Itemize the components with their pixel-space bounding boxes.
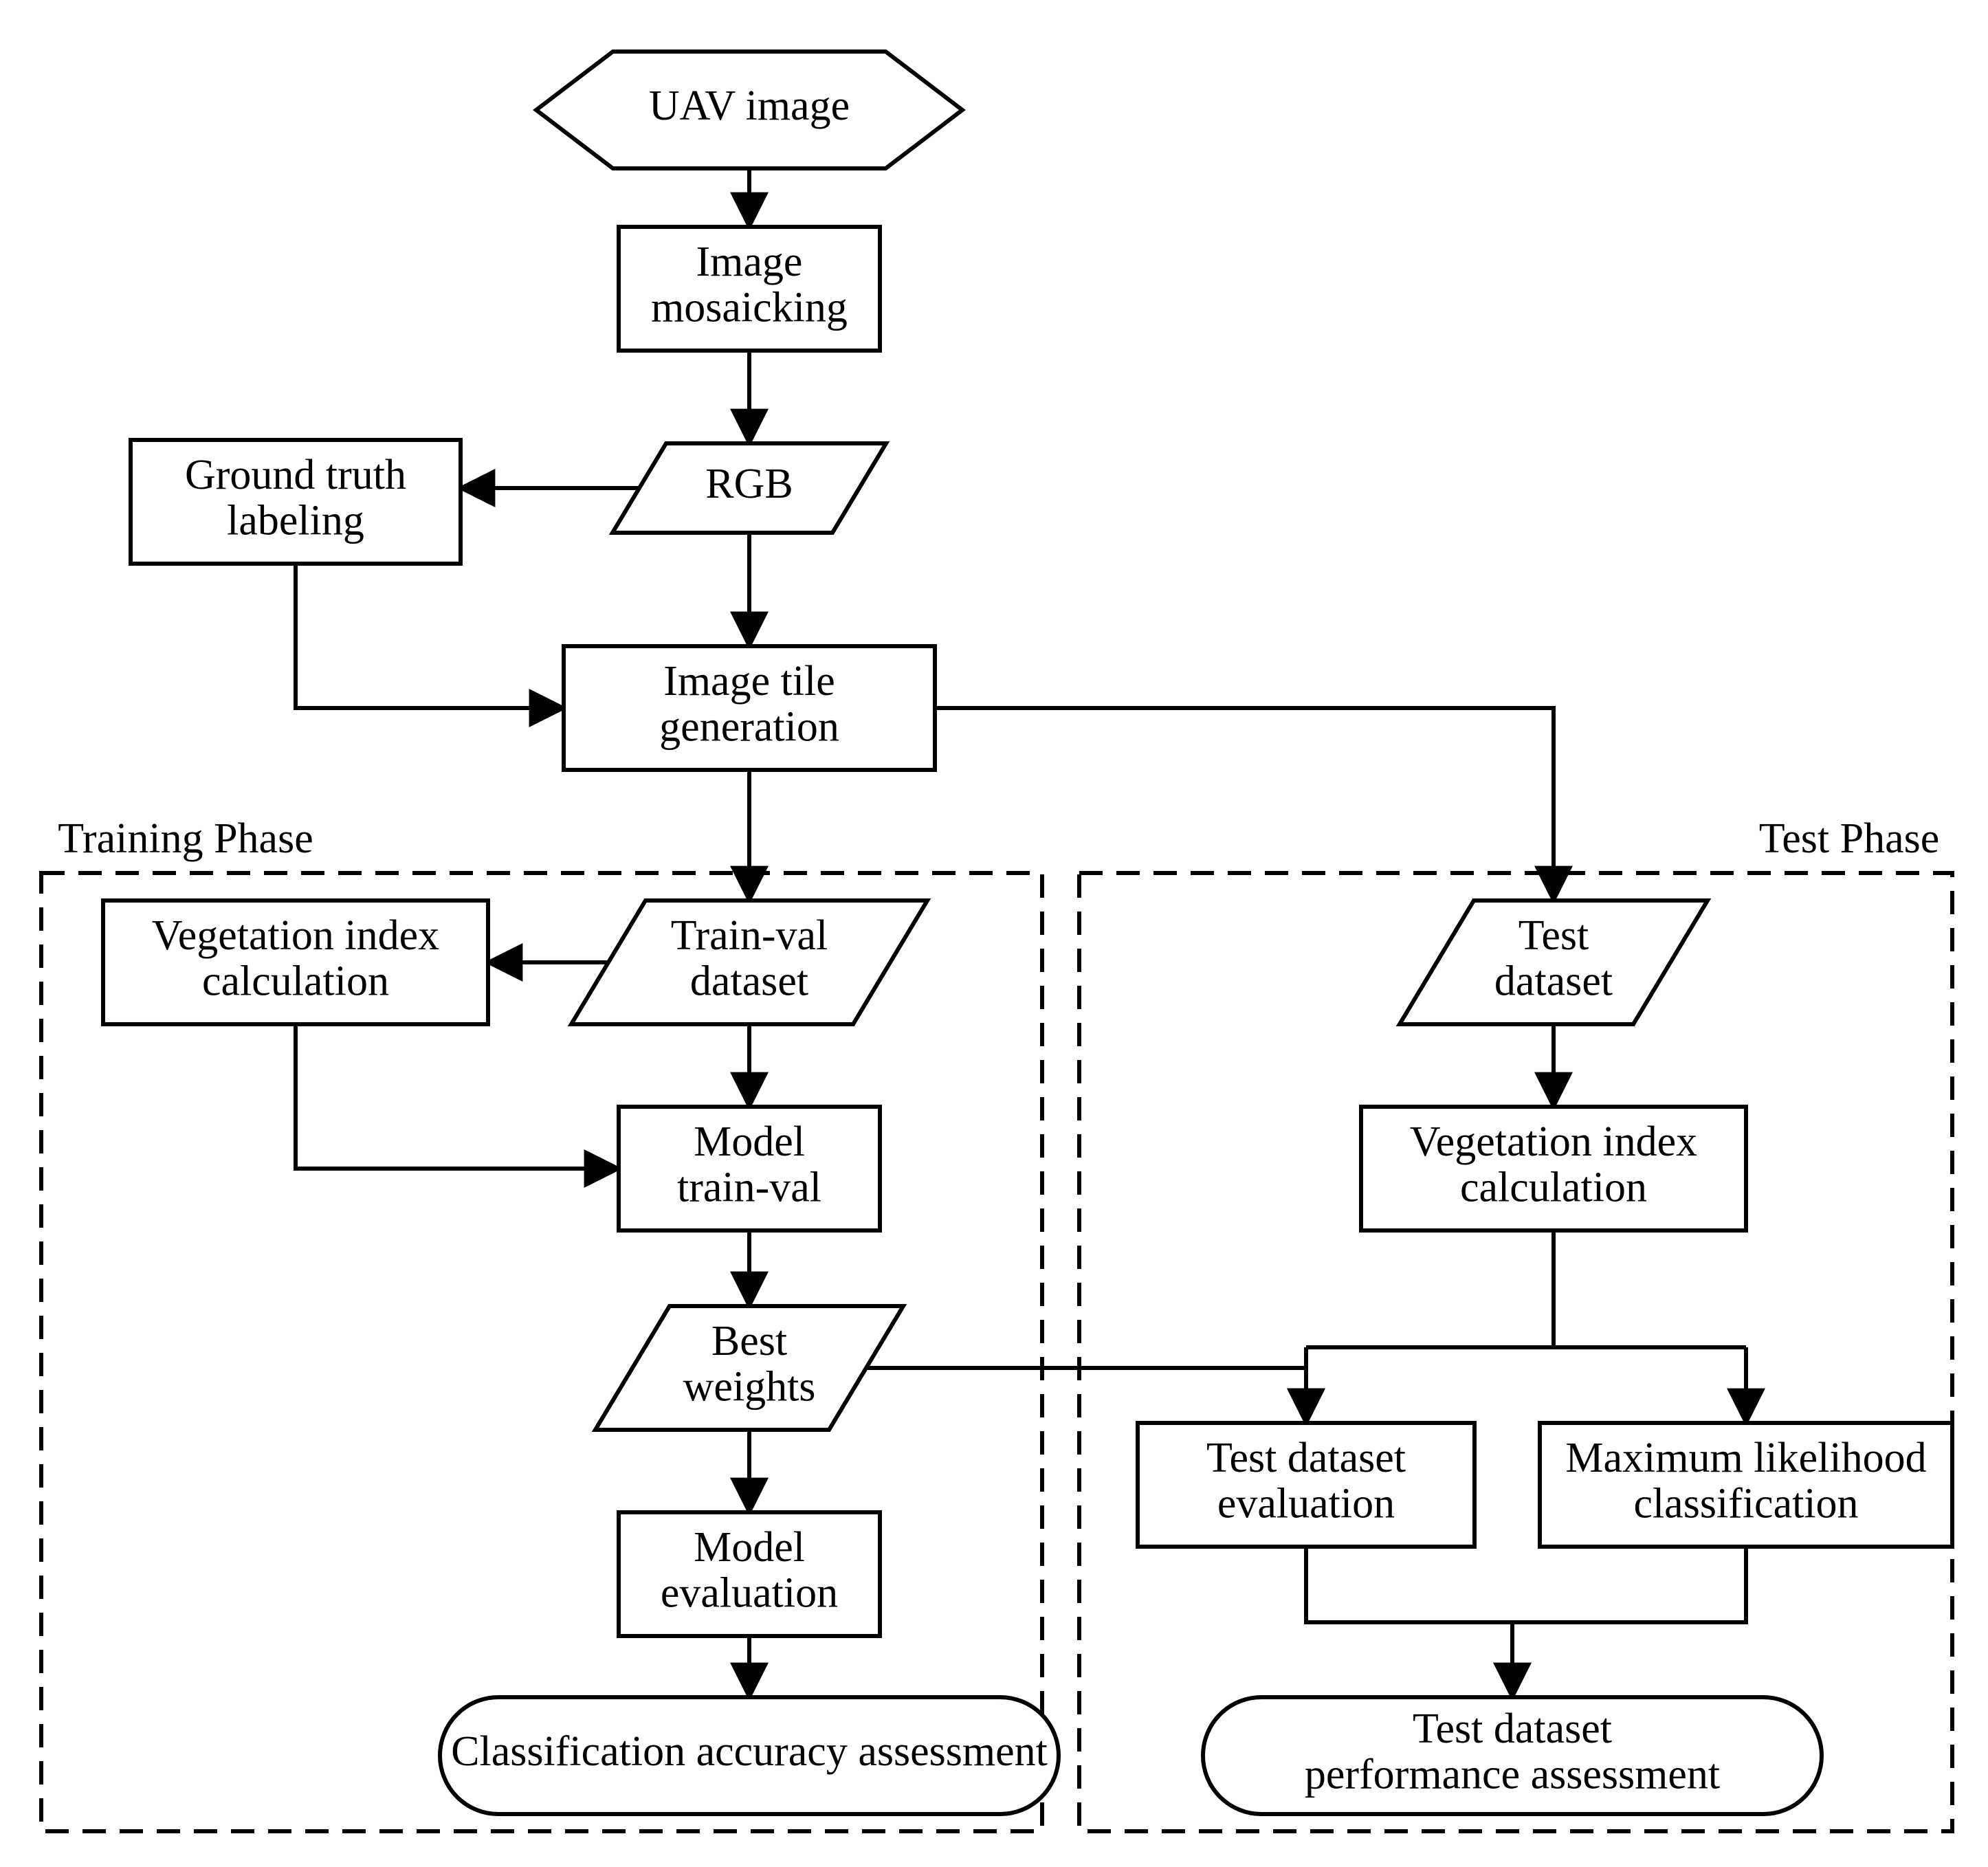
node-vi_train: Vegetation indexcalculation bbox=[103, 901, 488, 1024]
node-gtlabel: Ground truthlabeling bbox=[131, 440, 461, 564]
trainval-label: dataset bbox=[690, 958, 808, 1005]
test_eval-label: evaluation bbox=[1217, 1481, 1395, 1527]
test-phase-label: Test Phase bbox=[1759, 815, 1940, 862]
test_perf-label: Test dataset bbox=[1413, 1705, 1612, 1752]
edge-19 bbox=[1306, 1547, 1746, 1622]
testds-label: Test bbox=[1518, 912, 1589, 959]
tilegen-label: generation bbox=[659, 704, 839, 751]
bestw-label: Best bbox=[711, 1318, 787, 1365]
uav-label: UAV image bbox=[649, 82, 850, 129]
nodes-layer: UAV image Imagemosaicking RGB Ground truthl… bbox=[103, 52, 1952, 1814]
node-mlc: Maximum likelihoodclassification bbox=[1540, 1423, 1952, 1547]
mlc-label: Maximum likelihood bbox=[1565, 1435, 1926, 1481]
node-test_perf: Test datasetperformance assessment bbox=[1203, 1697, 1822, 1814]
node-model_tv: Modeltrain-val bbox=[619, 1107, 880, 1230]
node-mosaick: Imagemosaicking bbox=[619, 227, 880, 351]
training-phase-label: Training Phase bbox=[58, 815, 313, 862]
edge-4 bbox=[296, 564, 564, 708]
mlc-label: classification bbox=[1633, 1481, 1858, 1527]
mosaick-label: mosaicking bbox=[651, 285, 848, 331]
gtlabel-label: Ground truth bbox=[185, 452, 406, 498]
tilegen-label: Image tile bbox=[663, 658, 835, 705]
bestw-label: weights bbox=[683, 1364, 816, 1411]
vi_test-label: Vegetation index bbox=[1410, 1118, 1697, 1165]
flowchart: Training Phase Test Phase UAV image Imagemo… bbox=[0, 0, 1988, 1867]
node-cls_acc: Classification accuracy assessment bbox=[440, 1697, 1059, 1814]
node-uav: UAV image bbox=[536, 52, 962, 168]
test_eval-label: Test dataset bbox=[1206, 1435, 1406, 1481]
node-trainval: Train-valdataset bbox=[571, 901, 927, 1024]
node-bestw: Bestweights bbox=[595, 1306, 903, 1430]
model_ev-label: Model bbox=[694, 1524, 805, 1571]
node-test_eval: Test datasetevaluation bbox=[1138, 1423, 1475, 1547]
gtlabel-label: labeling bbox=[227, 498, 364, 544]
model_tv-label: Model bbox=[694, 1118, 805, 1165]
model_tv-label: train-val bbox=[677, 1164, 821, 1211]
trainval-label: Train-val bbox=[671, 912, 828, 959]
node-tilegen: Image tilegeneration bbox=[564, 646, 935, 770]
cls_acc-label: Classification accuracy assessment bbox=[451, 1728, 1048, 1775]
node-vi_test: Vegetation indexcalculation bbox=[1361, 1107, 1746, 1230]
test_perf-label: performance assessment bbox=[1305, 1752, 1720, 1798]
rgb-label: RGB bbox=[705, 461, 793, 507]
edge-9 bbox=[296, 1024, 619, 1169]
vi_train-label: Vegetation index bbox=[152, 912, 439, 959]
vi_test-label: calculation bbox=[1460, 1164, 1647, 1211]
vi_train-label: calculation bbox=[202, 958, 389, 1005]
model_ev-label: evaluation bbox=[661, 1570, 838, 1617]
node-model_ev: Modelevaluation bbox=[619, 1512, 880, 1636]
node-testds: Testdataset bbox=[1400, 901, 1708, 1024]
node-rgb: RGB bbox=[612, 443, 886, 533]
testds-label: dataset bbox=[1494, 958, 1613, 1005]
mosaick-label: Image bbox=[696, 239, 803, 285]
